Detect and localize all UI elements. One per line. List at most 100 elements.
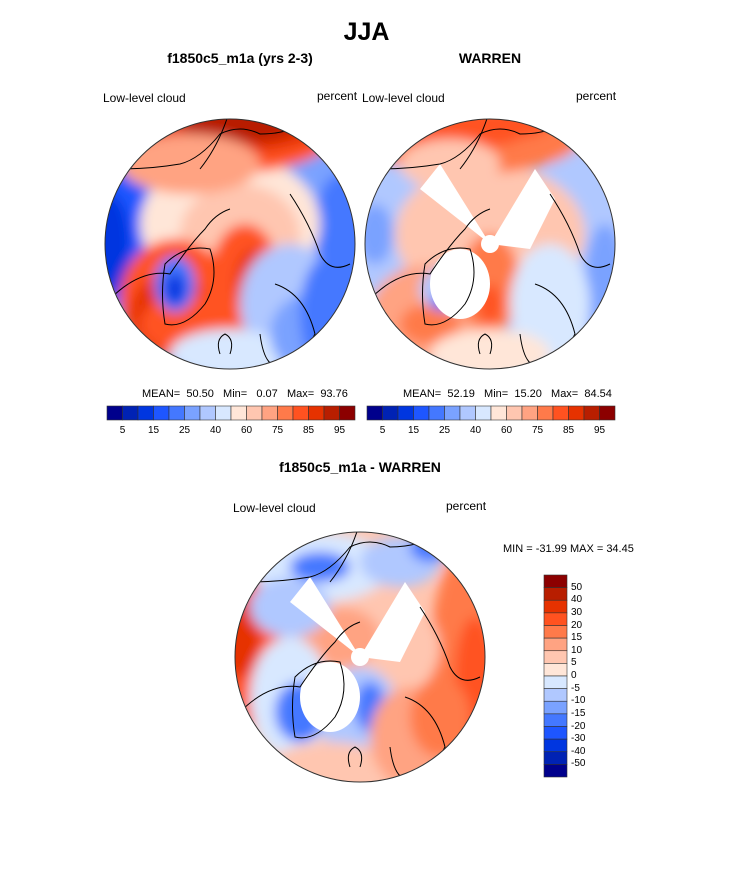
panel3-colorbar-box — [543, 612, 568, 626]
panel2-colorbar-box — [521, 405, 538, 421]
panel3-colorbar-box — [543, 574, 568, 588]
panel1-min-label: Min= — [223, 388, 248, 400]
map-boundary — [104, 118, 356, 370]
panel3-map — [235, 532, 485, 782]
panel3-colorbar-box — [543, 726, 568, 740]
panel2-left-label: Low-level cloud — [362, 91, 445, 105]
missing-data-region — [430, 249, 490, 319]
panel1-colorbar-box — [308, 405, 325, 421]
panel2-colorbar-tick-label: 60 — [500, 425, 513, 436]
coastline — [249, 532, 481, 583]
panel3-title: f1850c5_m1a - WARREN — [279, 459, 441, 475]
map1-contour-region — [120, 134, 260, 194]
panel2-title: WARREN — [458, 50, 522, 66]
panel2-mean-value: 52.19 — [447, 388, 475, 400]
panel2-map — [365, 119, 615, 369]
coastline — [379, 119, 611, 170]
panel1-colorbar-tick-label: 75 — [271, 425, 284, 436]
panel2-colorbar-box — [490, 405, 507, 421]
panel1-map — [105, 119, 355, 369]
map2-contour-region — [400, 139, 500, 189]
panel1-colorbar-tick-label: 25 — [178, 425, 191, 436]
map2-contour-region — [365, 204, 393, 264]
panel2-mean-label: MEAN= — [403, 388, 442, 400]
panel3-colorbar-tick-label: 0 — [571, 670, 577, 681]
panel2-units-label: percent — [576, 89, 617, 103]
panel1-colorbar-box — [246, 405, 263, 421]
panel2-colorbar-box — [444, 405, 461, 421]
panel3-colorbar-tick-label: -50 — [571, 758, 586, 770]
coastline — [419, 606, 481, 681]
missing-data-region — [360, 582, 425, 662]
panel2-colorbar-tick-label: 75 — [531, 425, 544, 436]
panel1-min-value: 0.07 — [256, 388, 278, 400]
panel1-colorbar-box — [184, 405, 201, 421]
panel1-colorbar-box — [215, 405, 232, 421]
panel2-colorbar-tick-label: 5 — [379, 425, 386, 436]
coastline — [119, 119, 351, 170]
missing-data-region — [490, 169, 555, 249]
coastline — [477, 333, 493, 355]
map3-contour-region — [360, 537, 440, 587]
panel2-colorbar-box — [428, 405, 445, 421]
map-boundary — [234, 531, 486, 783]
panel1-max-value: 93.76 — [320, 388, 348, 400]
map1-contour-region — [105, 194, 130, 294]
panel3-colorbar-tick-label: 40 — [571, 594, 583, 606]
greenland-coastline — [162, 247, 215, 326]
panel2-colorbar-box — [459, 405, 476, 421]
missing-data-region — [300, 662, 360, 732]
panel1-colorbar-box — [261, 405, 278, 421]
map1-field — [105, 119, 355, 369]
panel3-colorbar-tick-label: -20 — [571, 720, 586, 732]
panel1-colorbar-tick-label: 95 — [333, 425, 346, 436]
panel2-colorbar-box — [568, 405, 585, 421]
panel2-colorbar-box — [537, 405, 554, 421]
panel1-colorbar-box — [137, 405, 154, 421]
panel1-units-label: percent — [317, 89, 358, 103]
panel2-min-value: 15.20 — [514, 388, 542, 400]
panel2-colorbar-box — [382, 405, 399, 421]
panel3-colorbar-tick-label: 50 — [571, 581, 583, 593]
panel2-min-label: Min= — [484, 388, 509, 400]
map-boundary — [364, 118, 616, 370]
panel1-title: f1850c5_m1a (yrs 2-3) — [167, 50, 313, 66]
map1-contour-region — [180, 119, 300, 142]
panel2-max-label: Max= — [551, 388, 579, 400]
panel2-colorbar-box — [599, 405, 616, 421]
map2-contour-region — [470, 119, 550, 139]
panel3-left-label: Low-level cloud — [233, 501, 316, 515]
figure-title: JJA — [343, 18, 390, 46]
panel3-colorbar-tick-label: 10 — [571, 644, 583, 656]
panel1-colorbar-box — [199, 405, 216, 421]
coastline — [217, 333, 233, 355]
panel3-colorbar-tick-label: -15 — [571, 707, 586, 719]
missing-data-region — [290, 577, 360, 657]
panel1-left-label: Low-level cloud — [103, 91, 186, 105]
pole-hole — [351, 648, 369, 666]
panel3-colorbar-box — [543, 637, 568, 652]
panel3-colorbar-box — [543, 764, 568, 778]
greenland-coastline — [292, 660, 345, 739]
panel3-units-label: percent — [446, 499, 487, 513]
panel3-colorbar-box — [543, 700, 568, 715]
panel3-colorbar-tick-label: -40 — [571, 745, 586, 757]
panel1-colorbar-box — [153, 405, 170, 421]
panel2-colorbar-box — [366, 405, 383, 421]
panel3-colorbar-box — [543, 587, 568, 601]
map2-contour-region — [390, 119, 530, 149]
panel3-colorbar-box — [543, 625, 568, 639]
panel1-mean-value: 50.50 — [186, 388, 214, 400]
panel1-colorbar-box — [106, 405, 123, 421]
panel1-colorbar-tick-label: 40 — [209, 425, 222, 436]
map3-contour-region — [410, 677, 470, 757]
panel1-colorbar-box — [122, 405, 139, 421]
panel1-colorbar-box — [168, 405, 185, 421]
map2-contour-region — [510, 244, 590, 364]
panel1-colorbar-box — [277, 405, 294, 421]
coastline — [459, 119, 496, 170]
panel3-colorbar-tick-label: 5 — [571, 657, 577, 669]
panel2-colorbar-tick-label: 40 — [469, 425, 482, 436]
panel1-stats: MEAN= 50.50 Min= 0.07 Max= 93.76 — [142, 388, 348, 400]
panel1-mean-label: MEAN= — [142, 388, 181, 400]
